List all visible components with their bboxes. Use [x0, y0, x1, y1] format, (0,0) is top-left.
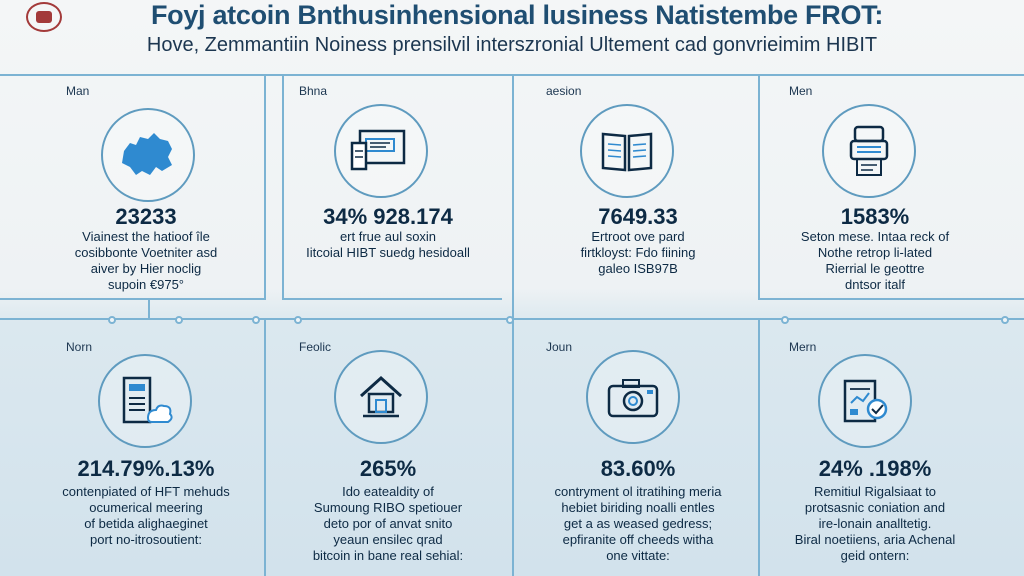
card-stat: 265% — [359, 456, 417, 481]
card-stat: 7649.33 — [598, 204, 678, 229]
tablet-chart-icon — [843, 379, 888, 423]
page-subtitle: Hove, Zemmantiin Noiness prensilvil inte… — [146, 34, 878, 56]
panel-border — [282, 74, 284, 300]
camera-icon — [607, 379, 659, 418]
card-description: Ertroot ove pard firtkloyst: Fdo fiining g… — [580, 229, 696, 276]
card-label: Feolic — [299, 340, 332, 354]
card-icon-circle — [586, 350, 680, 444]
card-description: contryment ol itratihing meria hebiet bir… — [554, 484, 722, 563]
card-icon-circle — [818, 354, 912, 448]
brand-logo — [26, 2, 62, 32]
card-description: contenpiated of HFT mehuds ocumerical mee… — [62, 484, 230, 547]
card-stat: 1583% — [840, 204, 910, 229]
card-label: Man — [66, 84, 90, 98]
panel-border — [758, 74, 760, 300]
card-label: Men — [789, 84, 813, 98]
card-description: Seton mese. Intaa reck of Nothe retrop li… — [800, 229, 950, 292]
card-description: Viainest the hatioof île cosibbonte Voetn… — [74, 229, 218, 292]
connector-dot — [506, 316, 514, 324]
card-description: ert frue aul soxin Iitcoial HIBT suedg he… — [306, 229, 470, 260]
house-icon — [359, 375, 403, 418]
map-icon — [122, 133, 172, 175]
page-title: Foyj atcoin Bnthusinhensional lusiness N… — [150, 0, 884, 30]
connector-dot — [175, 316, 183, 324]
card-label: Norn — [66, 340, 93, 354]
document-list-icon — [350, 129, 406, 171]
panel-border — [0, 298, 266, 300]
card-label: Joun — [546, 340, 573, 354]
card-description: Remitiul Rigalsiaat to protsasnic coniati… — [794, 484, 956, 563]
connector-dot — [252, 316, 260, 324]
connector-line — [148, 298, 150, 320]
panel-border — [512, 320, 514, 576]
card-stat: 24% .198% — [818, 456, 932, 481]
card-label: Bhna — [299, 84, 328, 98]
card-icon-circle — [580, 104, 674, 198]
open-book-icon — [601, 132, 653, 172]
card-label: aesion — [546, 84, 582, 98]
card-icon-circle — [334, 350, 428, 444]
connector-dot — [294, 316, 302, 324]
card-icon-circle — [98, 354, 192, 448]
server-cloud-icon — [122, 376, 173, 424]
connector-dot — [108, 316, 116, 324]
panel-border — [264, 74, 266, 300]
card-label: Mern — [789, 340, 817, 354]
card-stat: 214.79%.13% — [77, 456, 215, 481]
connector-dot — [1001, 316, 1009, 324]
panel-border — [512, 74, 514, 318]
panel-border — [282, 298, 502, 300]
card-stat: 83.60% — [600, 456, 676, 481]
card-icon-circle — [101, 108, 195, 202]
card-icon-circle — [822, 104, 916, 198]
card-icon-circle — [334, 104, 428, 198]
panel-border — [758, 320, 760, 576]
panel-border — [264, 320, 266, 576]
card-stat: 34% 928.174 — [323, 204, 453, 229]
card-stat: 23233 — [115, 204, 177, 229]
card-description: Ido eatealdity of Sumoung RIBO spetiouer d… — [312, 484, 464, 563]
scanner-device-icon — [849, 125, 889, 176]
connector-dot — [781, 316, 789, 324]
panel-border — [758, 298, 1024, 300]
